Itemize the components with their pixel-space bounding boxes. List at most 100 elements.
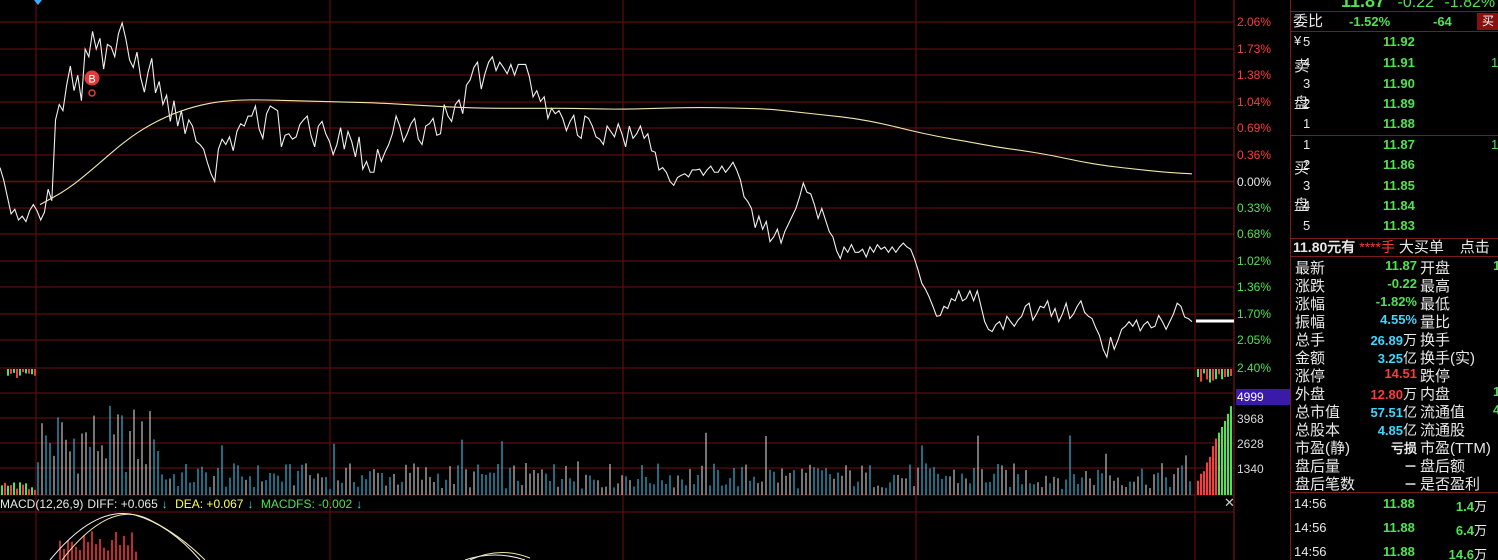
average-line [39, 99, 1193, 206]
pct-label: 2.06% [1237, 15, 1272, 29]
bigorder-tail: 点击 [1459, 239, 1490, 256]
close-icon[interactable]: ✕ [1224, 495, 1235, 510]
quote-value-number: 4.55% [1380, 312, 1417, 327]
quote-value: 4.55% [1317, 312, 1417, 327]
sell-price[interactable]: 11.90 [1383, 76, 1415, 91]
yen-icon: ¥ [1294, 33, 1302, 48]
intraday-chart[interactable]: B 2.06% 1.73% 1.38% 1.04% 0.69% 0.36% 0.00% 0.3… [0, 0, 1290, 560]
quote-label-right: 最低 [1420, 296, 1451, 313]
commission-row: 委比 [1293, 12, 1323, 30]
quote-value-right: 4 [1493, 402, 1498, 417]
macd-diff-line [464, 554, 526, 560]
quote-label-right: 跌停 [1420, 368, 1451, 385]
quote-label-right: 流通股 [1420, 422, 1466, 439]
quote-value: 12.80万 [1317, 384, 1417, 404]
macd-name: MACD(12,26,9) [0, 497, 84, 511]
quote-label: 涨幅 [1295, 296, 1326, 313]
quote-label: 盘后笔数 [1295, 476, 1356, 493]
buy-level: 1 [1303, 137, 1311, 152]
sell-label: 盘 [1294, 95, 1310, 112]
buy-label: 买 [1294, 160, 1310, 177]
commission-diff: -64 [1433, 14, 1452, 29]
price-line [0, 20, 1193, 359]
tick-time: 14:56 [1294, 544, 1327, 559]
buy-price[interactable]: 11.83 [1383, 218, 1415, 233]
price-header: 11.87 -0.22 -1.82% [1341, 0, 1495, 11]
sell-volume: 1 [1491, 55, 1498, 70]
quote-value: 57.51亿 [1317, 402, 1417, 422]
pct-label: 0.68% [1237, 227, 1272, 241]
macd-legend: MACD(12,26,9) DIFF: +0.065 ↓ DEA: +0.067 ↓ … [0, 496, 366, 512]
quote-value-number: -1.82% [1375, 294, 1417, 309]
sell-price[interactable]: 11.89 [1383, 96, 1415, 111]
macdfs-arrow-icon: ↓ [356, 497, 363, 511]
quote-value-number: 12.80 [1370, 387, 1403, 402]
bigorder-price: 11.80元有 [1293, 239, 1356, 255]
macd-dea-line [469, 552, 531, 560]
quote-label-right: 是否盈利 [1420, 476, 1481, 493]
quote-label-right: 盘后额 [1420, 458, 1466, 475]
pct-label: 2.05% [1237, 333, 1272, 347]
tick-volume-unit: 万 [1473, 499, 1487, 514]
quote-value: -1.82% [1317, 294, 1417, 309]
quote-value: － [1317, 474, 1417, 493]
buy-price[interactable]: 11.85 [1383, 178, 1415, 193]
buy-price[interactable]: 11.84 [1383, 198, 1415, 213]
macd-diff: DIFF: +0.065 [87, 497, 158, 511]
quote-label: 最新 [1295, 260, 1326, 277]
tick-volume-number: 6.4 [1455, 523, 1474, 538]
buy-label: 盘 [1294, 197, 1310, 214]
quote-value-number: 3.25 [1377, 351, 1403, 366]
diff-arrow-icon: ↓ [161, 497, 168, 511]
chart-canvas: B [0, 0, 1235, 560]
buy-button[interactable]: 买 [1477, 13, 1498, 30]
quote-value: 26.89万 [1317, 330, 1417, 350]
tick-time: 14:56 [1294, 520, 1327, 535]
volume-highlight-label: 4999 [1236, 389, 1290, 405]
dea-arrow-icon: ↓ [247, 497, 254, 511]
quote-label-right: 内盘 [1420, 386, 1451, 403]
macd-dea-line [61, 513, 206, 560]
quote-value: 4.85亿 [1317, 420, 1417, 440]
bigorder-row[interactable]: 11.80元有 ****手 大买单 点击 [1293, 238, 1490, 256]
quote-value-number: － [1403, 459, 1417, 474]
sell-price[interactable]: 11.92 [1383, 34, 1415, 49]
bigorder-stars: ****手 [1359, 239, 1395, 255]
macd-macdfs: MACDFS: -0.002 [260, 497, 353, 511]
tick-volume: 14.6万 [1291, 544, 1487, 560]
quote-label: 市盈(静) [1295, 440, 1350, 457]
quote-label: 盘后量 [1295, 458, 1341, 475]
pct-label: 1.38% [1237, 68, 1272, 82]
sell-level: 4 [1303, 55, 1311, 70]
buy-level: 5 [1303, 218, 1311, 233]
buy-price[interactable]: 11.86 [1383, 157, 1415, 172]
quote-value: -0.22 [1317, 276, 1417, 291]
quote-value: 14.51 [1317, 366, 1417, 381]
pct-label: 0.00% [1237, 174, 1272, 189]
quote-label-right: 换手 [1420, 332, 1451, 349]
nav-marker-icon [34, 0, 42, 5]
commission-label: 委比 [1293, 13, 1324, 30]
quote-value: － [1317, 456, 1417, 475]
buy-volume: 1 [1491, 137, 1498, 152]
bigorder-label: 大买单 [1398, 239, 1444, 256]
pct-label: 2.40% [1237, 361, 1272, 375]
quote-value-unit: 万 [1403, 332, 1417, 348]
quote-value-number: 11.87 [1385, 258, 1417, 273]
volume-label: 2628 [1237, 437, 1264, 451]
sell-price[interactable]: 11.91 [1383, 55, 1415, 70]
sell-level: 2 [1303, 96, 1311, 111]
sell-level: 1 [1303, 116, 1311, 131]
pct-label: 0.33% [1237, 201, 1272, 215]
pct-label: 1.73% [1237, 42, 1272, 56]
sell-price[interactable]: 11.88 [1383, 116, 1415, 131]
tick-price: 11.88 [1383, 496, 1415, 511]
volume-label: 3968 [1237, 412, 1264, 426]
buy-price[interactable]: 11.87 [1383, 137, 1415, 152]
quote-label: 振幅 [1295, 314, 1326, 331]
sell-level: 3 [1303, 76, 1311, 91]
quote-label-right: 量比 [1420, 314, 1451, 331]
pct-label: 1.70% [1237, 307, 1272, 321]
quote-value-number: 14.51 [1384, 366, 1417, 381]
buy-level: 4 [1303, 198, 1311, 213]
